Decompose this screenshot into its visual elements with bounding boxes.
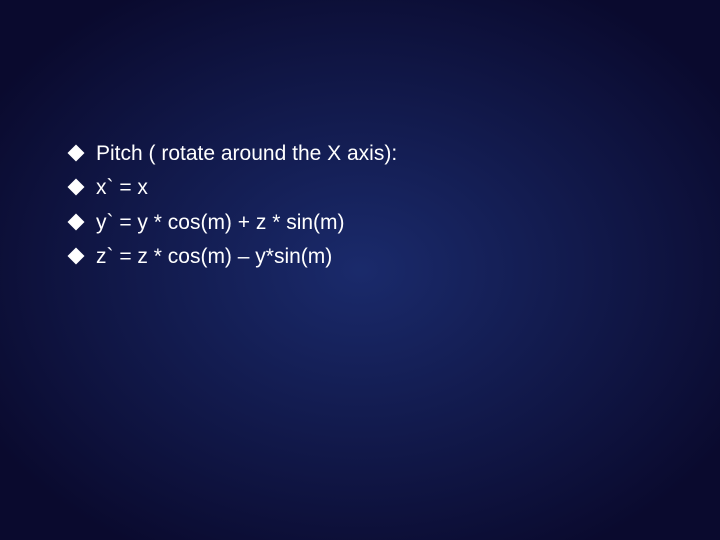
diamond-bullet-icon xyxy=(68,145,85,162)
list-item: y` = y * cos(m) + z * sin(m) xyxy=(70,209,660,237)
bullet-list: Pitch ( rotate around the X axis): x` = … xyxy=(70,140,660,271)
diamond-bullet-icon xyxy=(68,179,85,196)
bullet-text: z` = z * cos(m) – y*sin(m) xyxy=(96,243,332,271)
diamond-bullet-icon xyxy=(68,248,85,265)
bullet-text: x` = x xyxy=(96,174,148,202)
list-item: Pitch ( rotate around the X axis): xyxy=(70,140,660,168)
bullet-text: Pitch ( rotate around the X axis): xyxy=(96,140,397,168)
slide: Pitch ( rotate around the X axis): x` = … xyxy=(0,0,720,540)
list-item: z` = z * cos(m) – y*sin(m) xyxy=(70,243,660,271)
list-item: x` = x xyxy=(70,174,660,202)
bullet-text: y` = y * cos(m) + z * sin(m) xyxy=(96,209,345,237)
diamond-bullet-icon xyxy=(68,213,85,230)
